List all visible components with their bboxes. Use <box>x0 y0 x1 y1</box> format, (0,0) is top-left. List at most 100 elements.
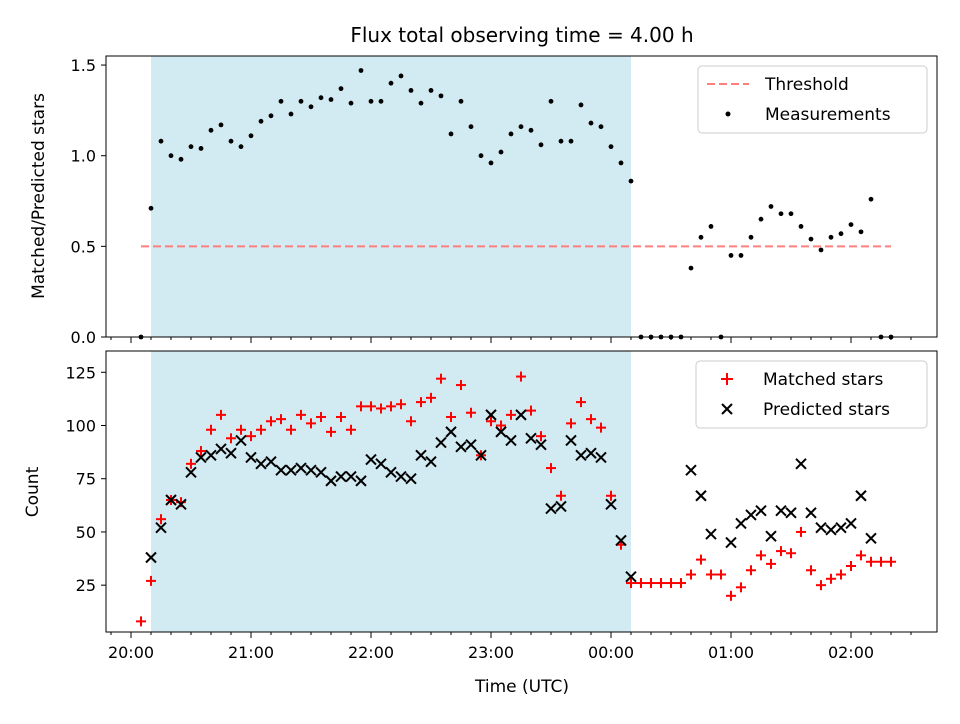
measurement-point <box>788 211 794 217</box>
counts-legend-predicted-swatch <box>721 403 733 415</box>
counts-y-tick-label: 75 <box>76 470 96 489</box>
matched-star-point <box>426 392 436 403</box>
counts-panel-frame <box>105 350 938 633</box>
counts-legend-box <box>695 360 928 429</box>
predicted-star-point <box>705 528 717 540</box>
ratio-panel: 0.0 0.5 1.0 1.5 Matched/Predicted stars Thr… <box>29 55 938 347</box>
measurement-point <box>848 222 854 228</box>
predicted-star-point <box>365 453 377 466</box>
predicted-star-point <box>605 498 617 510</box>
predicted-star-point <box>745 509 757 521</box>
predicted-star-point <box>595 451 607 464</box>
predicted-star-point <box>465 438 477 451</box>
predicted-star-point <box>355 475 367 487</box>
measurement-point <box>728 253 734 258</box>
matched-star-point <box>206 424 216 435</box>
predicted-star-point <box>185 466 197 479</box>
matched-star-point <box>546 463 556 474</box>
predicted-star-point <box>535 438 547 451</box>
measurement-point <box>448 131 454 137</box>
matched-star-point <box>466 407 476 418</box>
ratio-legend-threshold-label: Threshold <box>764 75 849 95</box>
matched-star-point <box>306 418 316 429</box>
x-tick-label: 21:00 <box>228 643 274 662</box>
measurement-point <box>798 224 804 229</box>
matched-star-point <box>576 397 586 408</box>
matched-star-point <box>586 414 596 425</box>
x-tick-label: 00:00 <box>588 643 634 662</box>
matched-star-point <box>386 401 396 412</box>
matched-star-point <box>866 556 876 567</box>
predicted-star-point <box>155 521 167 534</box>
measurement-point <box>748 234 754 240</box>
measurement-point <box>518 124 524 130</box>
matched-star-point <box>796 526 806 537</box>
measurement-point <box>508 131 514 137</box>
matched-star-point <box>516 371 526 382</box>
measurement-point <box>458 98 464 104</box>
measurement-point <box>218 122 224 128</box>
predicted-star-point <box>515 409 527 421</box>
measurement-point <box>598 124 604 130</box>
measurement-point <box>338 86 344 92</box>
counts-legend: Matched stars Predicted stars <box>695 360 928 429</box>
measurement-point <box>328 97 334 102</box>
ratio-legend-measurements-label: Measurements <box>765 105 891 125</box>
measurement-point <box>628 178 634 184</box>
matched-star-point <box>396 399 406 410</box>
ratio-y-tick-label: 0.5 <box>71 237 96 256</box>
measurement-point <box>358 68 364 73</box>
matched-star-point <box>506 409 516 420</box>
predicted-star-point <box>245 451 257 464</box>
predicted-star-point <box>785 507 797 519</box>
measurement-point <box>858 229 864 235</box>
measurement-point <box>808 236 814 242</box>
predicted-star-point <box>825 524 837 536</box>
matched-star-point <box>566 418 576 429</box>
matched-star-point <box>556 490 566 501</box>
measurement-point <box>298 98 304 104</box>
predicted-star-point <box>385 466 397 479</box>
matched-star-point <box>366 401 376 412</box>
measurement-point <box>278 98 284 104</box>
matched-star-point <box>756 550 766 561</box>
predicted-star-point <box>315 466 327 479</box>
predicted-star-point <box>525 432 537 444</box>
measurement-point <box>468 124 474 130</box>
predicted-star-point <box>265 455 277 468</box>
ratio-panel-frame <box>105 55 938 338</box>
predicted-star-point <box>195 451 207 464</box>
predicted-star-point <box>255 458 267 470</box>
predicted-star-point <box>425 455 437 468</box>
matched-star-point <box>256 424 266 435</box>
measurement-point <box>438 93 444 99</box>
measurement-point <box>498 149 504 155</box>
matched-star-point <box>706 569 716 580</box>
matched-star-point <box>326 426 336 437</box>
counts-legend-matched-label: Matched stars <box>763 370 883 390</box>
measurement-point <box>428 88 434 93</box>
counts-y-tick-label: 100 <box>65 417 96 436</box>
matched-star-point <box>806 565 816 576</box>
predicted-star-point <box>275 464 287 476</box>
predicted-star-point <box>775 504 787 517</box>
predicted-star-point <box>765 530 777 542</box>
measurement-point <box>548 98 554 104</box>
matched-star-point <box>146 575 156 586</box>
matched-star-point <box>136 616 146 627</box>
measurement-point <box>148 205 154 211</box>
predicted-star-point <box>865 532 877 545</box>
measurement-point <box>488 160 494 166</box>
predicted-star-point <box>685 464 697 476</box>
measurement-point <box>758 216 764 222</box>
measurement-point <box>738 253 744 258</box>
matched-star-point <box>816 580 826 591</box>
x-axis-label: Time (UTC) <box>474 677 569 697</box>
matched-star-point <box>736 582 746 593</box>
measurement-point <box>708 224 714 229</box>
predicted-star-point <box>295 462 307 474</box>
ratio-y-tick-label: 1.0 <box>71 147 96 166</box>
predicted-star-point <box>235 434 247 447</box>
measurement-point <box>188 144 194 150</box>
